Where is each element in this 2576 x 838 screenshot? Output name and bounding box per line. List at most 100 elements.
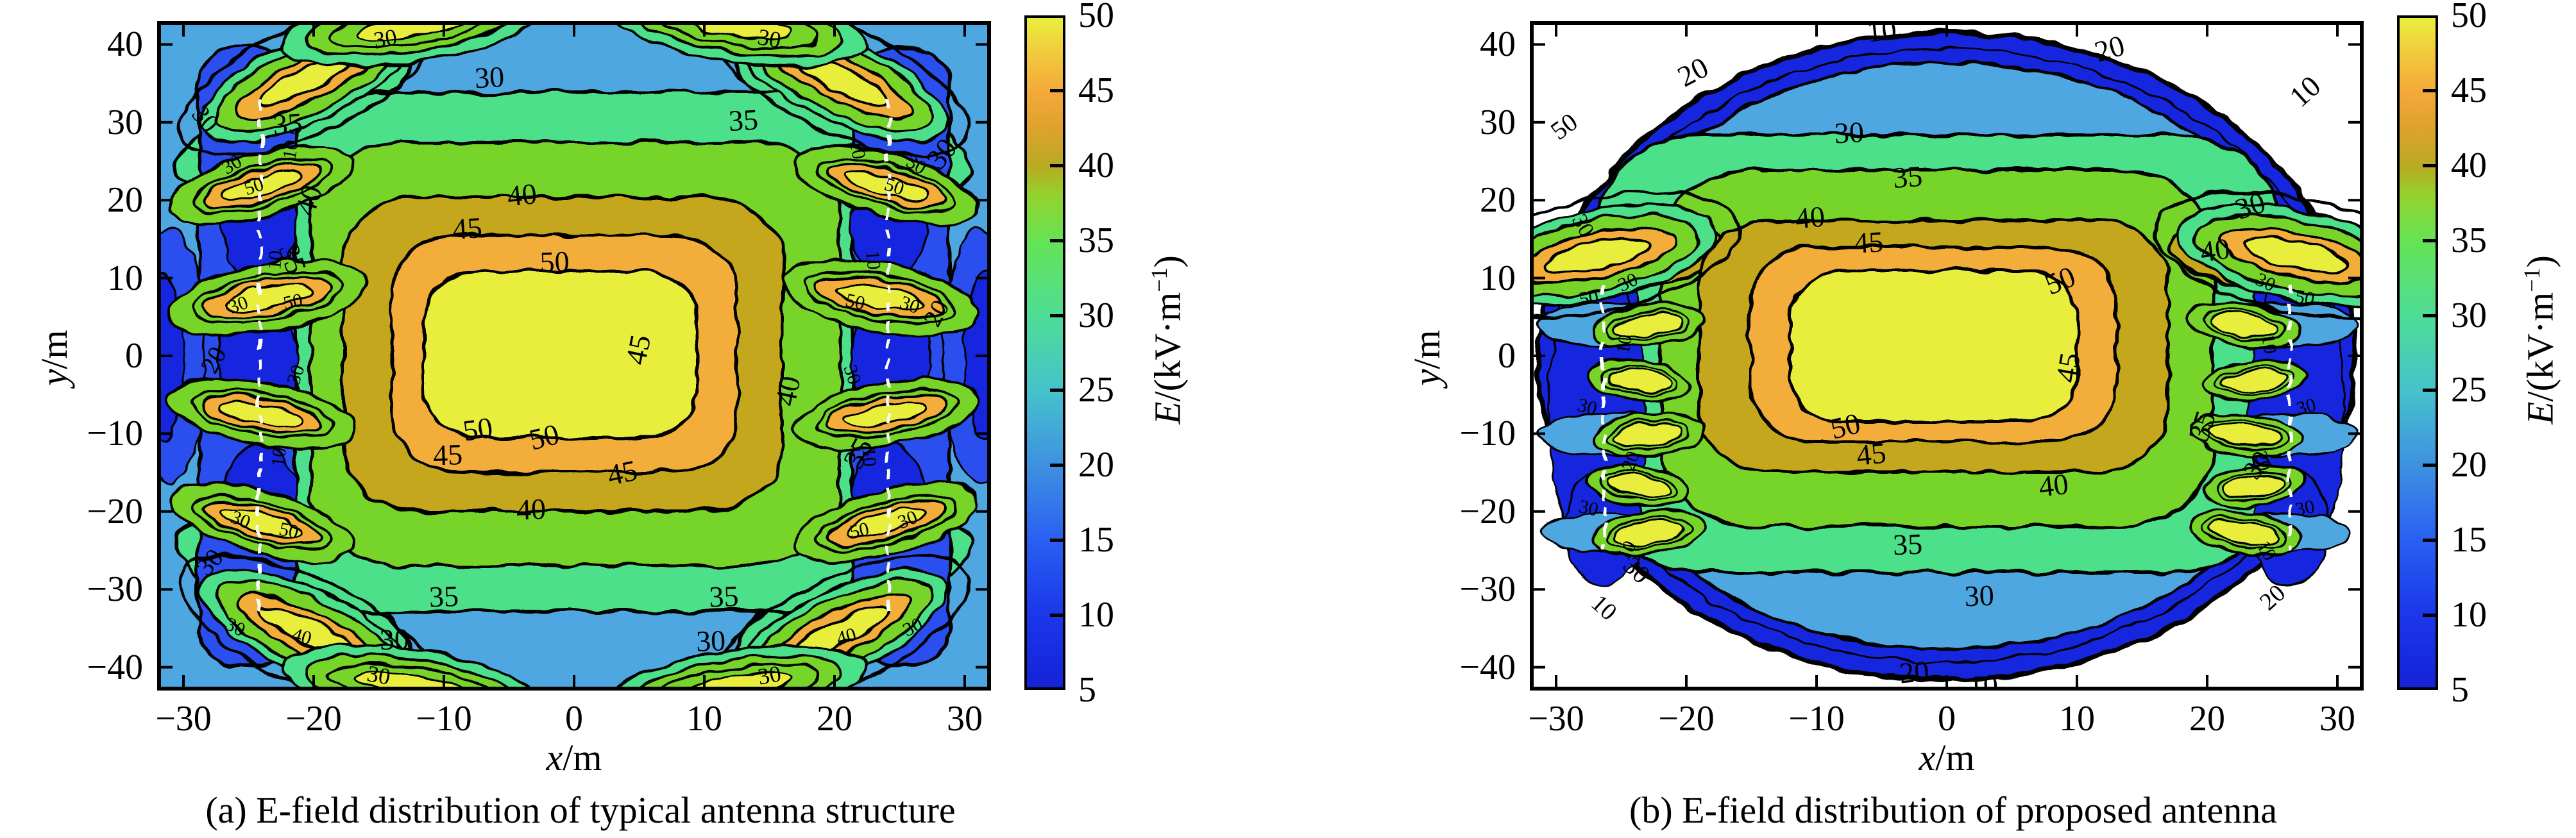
antenna-hotspot (606, 644, 868, 691)
colorbar-b (2397, 15, 2438, 690)
contour-label: 50 (539, 245, 570, 279)
x-tick-label: −10 (416, 699, 472, 739)
antenna-hotspot (2187, 412, 2303, 458)
contour-label: 10 (858, 447, 880, 468)
colorbar-tick-label: 20 (1078, 445, 1114, 485)
contour-label: 45 (604, 454, 640, 492)
x-tick-label: −20 (285, 699, 342, 739)
x-tick-label: −10 (1788, 699, 1845, 739)
axis-ticks-a (160, 24, 988, 688)
y-tick-label: 40 (107, 24, 143, 65)
contour-label: 30 (1964, 579, 1995, 613)
colorbar-tick-label: 35 (2451, 220, 2487, 260)
y-tick-label: −20 (1459, 491, 1516, 532)
x-tick-label: −30 (1528, 699, 1584, 739)
colorbar-tick (1050, 88, 1063, 92)
contour-label: 45 (2049, 350, 2087, 385)
contour-label: 10 (2257, 333, 2282, 355)
antenna-hotspot (792, 378, 981, 451)
contour-label: 30 (756, 24, 783, 53)
y-tick-label: −10 (1459, 414, 1516, 454)
colorbar-tick (2423, 614, 2436, 617)
y-tick-label: −20 (87, 491, 143, 532)
x-axis-label-b: x/m (1919, 737, 1975, 778)
band-50-a (422, 269, 700, 439)
contour-label: 30 (379, 623, 410, 657)
contour-label: 30 (474, 60, 505, 94)
colorbar-tick-label: 25 (1078, 370, 1114, 410)
colorbar-tick-label: 15 (1078, 520, 1114, 560)
contour-label: 50 (1577, 286, 1600, 310)
contour-label: 10 (845, 138, 870, 161)
contour-label: 10 (278, 138, 303, 161)
x-tick-label: 0 (1938, 699, 1956, 739)
contour-label: 10 (267, 447, 290, 468)
x-tick-label: −30 (155, 699, 212, 739)
antenna-hotspot (793, 482, 979, 563)
contour-plot-a: 30 35 35 30 30 40 40 45 50 45 40 35 35 20 20 50 50 45 45 40… (157, 21, 991, 691)
y-tick-label: 10 (107, 258, 143, 298)
colorbar-tick (2423, 389, 2436, 392)
contour-label: 45 (619, 332, 657, 368)
y-tick-label: 20 (107, 180, 143, 221)
plot-border-b (1530, 21, 2364, 691)
y-tick-label: −30 (87, 569, 143, 610)
axis-ticks-b (1532, 24, 2361, 688)
x-tick-label: 10 (686, 699, 722, 739)
colorbar-tick (2423, 539, 2436, 542)
contour-label: 10 (264, 249, 286, 271)
x-axis-label-a: x/m (546, 737, 602, 778)
feed-line-group-a (258, 98, 890, 617)
antenna-hotspot (1591, 509, 1706, 557)
antenna-hotspot (2202, 358, 2307, 402)
x-tick-label: 20 (817, 699, 852, 739)
antenna-hotspot (1591, 301, 1706, 349)
contour-label: 30 (371, 24, 398, 53)
antenna-hotspot (169, 145, 355, 226)
contour-label: 45 (452, 211, 483, 246)
contour-label: 40 (505, 177, 538, 213)
contour-label: 50 (282, 289, 305, 314)
colorbar-tick (1050, 389, 1063, 392)
colorbar-tick-label: 45 (2451, 70, 2487, 110)
contour-label: 40 (768, 373, 806, 409)
contour-label: 40 (2037, 467, 2070, 503)
contour-bands-a (157, 21, 991, 691)
colorbar-tick-label: 10 (1078, 595, 1114, 635)
y-tick-label: 20 (1480, 180, 1516, 221)
contour-label: 50 (843, 289, 867, 314)
caption-a: (a) E-field distribution of typical ante… (205, 789, 956, 831)
contour-label: 40 (516, 492, 547, 526)
antenna-hotspot (606, 21, 868, 67)
contour-label: 45 (1853, 225, 1885, 259)
colorbar-tick-label: 25 (2451, 370, 2487, 410)
y-tick-label: 30 (1480, 102, 1516, 142)
colorbar-tick-label: 20 (2451, 445, 2487, 485)
y-tick-label: 0 (1498, 336, 1516, 376)
y-tick-label: −30 (1459, 569, 1516, 610)
contour-label: 30 (2293, 496, 2316, 521)
contour-label: 40 (2198, 232, 2232, 269)
colorbar-tick-label: 50 (2451, 0, 2487, 35)
y-tick-label: 0 (125, 336, 143, 376)
colorbar-tick-label: 40 (1078, 145, 1114, 185)
colorbar-tick-label: 10 (2451, 595, 2487, 635)
y-tick-label: 10 (1480, 258, 1516, 298)
y-tick-label: −40 (87, 647, 143, 687)
x-tick-label: 30 (2319, 699, 2355, 739)
y-tick-label: 40 (1480, 24, 1516, 65)
contour-label: 35 (728, 103, 759, 137)
colorbar-a (1024, 15, 1065, 690)
band-50-b (1788, 269, 2079, 424)
contour-label: 30 (695, 624, 726, 658)
colorbar-tick-label: 45 (1078, 70, 1114, 110)
contour-label: 50 (277, 518, 300, 543)
contour-label: 35 (428, 580, 459, 614)
antenna-hotspot (167, 378, 357, 451)
colorbar-tick-label: 5 (2451, 670, 2469, 710)
antenna-hotspot (280, 21, 542, 67)
antenna-hotspot (1586, 464, 1691, 508)
hotspot-group-a (167, 21, 981, 691)
contour-label: 35 (272, 106, 303, 141)
